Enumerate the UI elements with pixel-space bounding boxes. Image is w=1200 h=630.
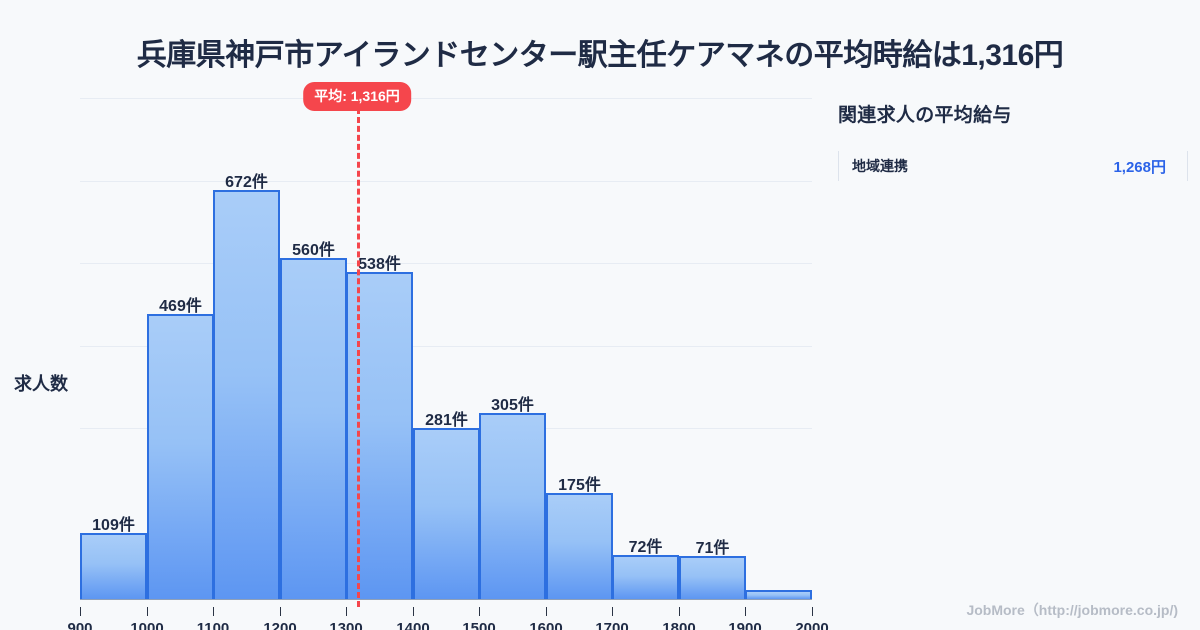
x-axis-tick bbox=[612, 607, 613, 616]
bar[interactable] bbox=[479, 413, 546, 599]
page-title: 兵庫県神戸市アイランドセンター駅主任ケアマネの平均時給は1,316円 bbox=[136, 39, 1064, 72]
related-salary-row-label: 地域連携 bbox=[852, 158, 908, 174]
x-axis-tick bbox=[80, 607, 81, 616]
x-axis-tick-label: 2000 bbox=[795, 620, 829, 630]
average-vline bbox=[357, 108, 360, 607]
bar-value-label: 109件 bbox=[92, 517, 135, 534]
x-axis-tick bbox=[413, 607, 414, 616]
bar[interactable] bbox=[546, 493, 613, 599]
x-axis-tick-label: 1800 bbox=[662, 620, 696, 630]
x-axis-tick bbox=[346, 607, 347, 616]
related-salary-panel: 関連求人の平均給与 地域連携 1,268円 bbox=[838, 100, 1188, 183]
x-axis-tick-label: 1100 bbox=[196, 620, 230, 630]
x-axis-tick bbox=[812, 607, 813, 616]
bar-value-label: 305件 bbox=[491, 397, 534, 414]
x-axis-tick bbox=[280, 607, 281, 616]
x-axis-tick-label: 1200 bbox=[263, 620, 297, 630]
bar[interactable] bbox=[280, 258, 347, 599]
x-axis-line bbox=[80, 599, 812, 600]
bar[interactable] bbox=[213, 190, 280, 599]
x-axis-tick bbox=[546, 607, 547, 616]
related-salary-row[interactable]: 地域連携 1,268円 bbox=[838, 149, 1188, 183]
attribution-footer: JobMore（http://jobmore.co.jp/) bbox=[966, 602, 1178, 618]
x-axis-tick-label: 1300 bbox=[329, 620, 363, 630]
x-axis-tick bbox=[745, 607, 746, 616]
bar[interactable] bbox=[147, 314, 214, 599]
gridline bbox=[80, 346, 812, 347]
x-axis-tick bbox=[213, 607, 214, 616]
bar[interactable] bbox=[679, 556, 746, 599]
bar-value-label: 469件 bbox=[159, 298, 202, 315]
bar-value-label: 560件 bbox=[292, 242, 335, 259]
average-badge: 平均: 1,316円 bbox=[303, 82, 411, 111]
x-axis-tick bbox=[147, 607, 148, 616]
bars-container: 109件 469件 672件 560件 538件 281件 305件 175件 72件 71件 90… bbox=[67, 82, 829, 630]
bar[interactable] bbox=[413, 428, 480, 599]
bar[interactable] bbox=[612, 555, 679, 599]
related-salary-rows: 地域連携 1,268円 bbox=[838, 149, 1188, 183]
x-axis-tick-label: 1900 bbox=[728, 620, 762, 630]
y-axis-title: 求人数 bbox=[14, 374, 68, 394]
gridline bbox=[80, 98, 812, 99]
x-axis-tick bbox=[479, 607, 480, 616]
x-axis-tick-label: 1000 bbox=[130, 620, 164, 630]
x-axis-tick-label: 900 bbox=[67, 620, 93, 630]
x-axis-tick bbox=[679, 607, 680, 616]
bar-value-label: 538件 bbox=[358, 256, 401, 273]
x-axis-tick-label: 1500 bbox=[462, 620, 496, 630]
bar-value-label: 281件 bbox=[425, 412, 468, 429]
bar[interactable] bbox=[745, 590, 812, 599]
bar-value-label: 72件 bbox=[628, 539, 663, 556]
x-axis-tick-label: 1700 bbox=[595, 620, 629, 630]
gridline bbox=[80, 181, 812, 182]
bar[interactable] bbox=[80, 533, 147, 599]
bar-value-label: 672件 bbox=[225, 174, 268, 191]
related-salary-heading: 関連求人の平均給与 bbox=[838, 105, 1012, 126]
gridline bbox=[80, 263, 812, 264]
chart-plot-area: 求人数 109件 469件 672件 560件 538件 281件 305件 175件 72件 7… bbox=[0, 82, 830, 630]
related-salary-row-value: 1,268円 bbox=[1113, 158, 1166, 176]
x-axis-tick-label: 1400 bbox=[396, 620, 430, 630]
bar-value-label: 175件 bbox=[558, 477, 601, 494]
bar-value-label: 71件 bbox=[695, 540, 730, 557]
x-axis-tick-label: 1600 bbox=[529, 620, 563, 630]
